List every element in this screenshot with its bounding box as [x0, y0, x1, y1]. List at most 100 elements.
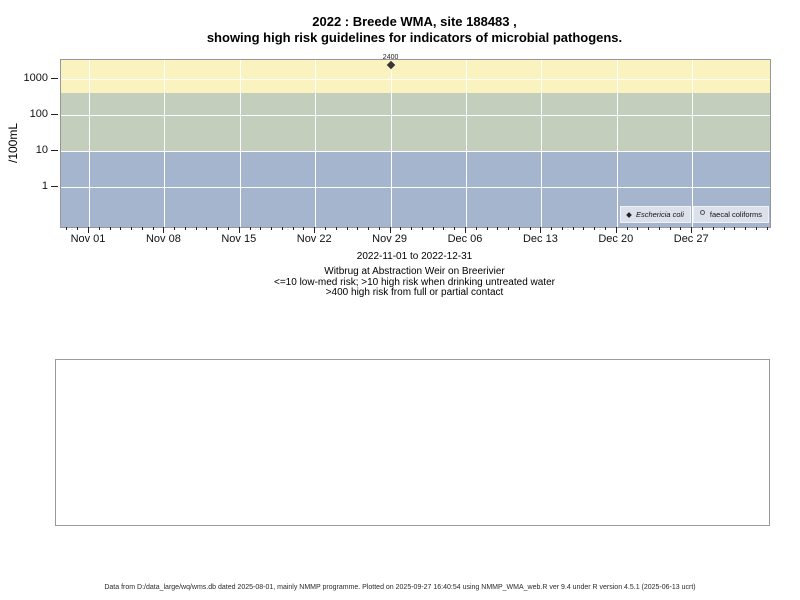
legend-item-ecoli: Eschericia coli	[619, 206, 691, 223]
empty-second-panel	[55, 359, 770, 526]
x-tick-minor	[324, 227, 326, 230]
x-tick-major	[465, 227, 466, 233]
x-tick-minor	[669, 227, 671, 230]
subtitle-date-range: 2022-11-01 to 2022-12-31	[356, 251, 473, 262]
x-tick-minor	[120, 227, 122, 230]
x-tick-label: Nov 01	[70, 233, 106, 245]
footer-provenance-text: Data from D:/data_large/wq/wms.db dated …	[104, 584, 696, 591]
x-tick-minor	[335, 227, 337, 230]
x-tick-minor	[626, 227, 628, 230]
filled-diamond-icon	[626, 211, 632, 218]
x-tick-minor	[594, 227, 596, 230]
x-tick-label: Nov 29	[372, 233, 408, 245]
y-tick-label: 10	[35, 144, 48, 156]
x-tick-minor	[508, 227, 510, 230]
x-tick-minor	[281, 227, 283, 230]
x-tick-label: Dec 13	[522, 233, 558, 245]
x-tick-minor	[303, 227, 305, 230]
x-tick-minor	[131, 227, 133, 230]
x-tick-minor	[680, 227, 682, 230]
x-tick-label: Dec 06	[447, 233, 483, 245]
x-tick-minor	[701, 227, 703, 230]
x-gridline	[616, 60, 618, 227]
x-tick-major	[691, 227, 693, 233]
x-tick-minor	[346, 227, 348, 230]
x-tick-minor	[411, 227, 413, 230]
x-tick-minor	[217, 227, 219, 230]
x-tick-minor	[755, 227, 757, 230]
y-tick-mark	[51, 150, 58, 151]
x-tick-minor	[648, 227, 650, 230]
x-tick-minor	[378, 227, 380, 230]
x-tick-minor	[723, 227, 725, 230]
x-gridline	[239, 60, 241, 227]
x-tick-major	[615, 227, 617, 233]
x-tick-major	[238, 227, 240, 233]
x-tick-minor	[712, 227, 714, 230]
x-tick-minor	[195, 227, 197, 230]
x-tick-minor	[260, 227, 262, 230]
x-tick-minor	[637, 227, 639, 230]
x-tick-minor	[745, 227, 747, 230]
x-tick-minor	[561, 227, 563, 230]
chart-legend: Eschericia coli faecal coliforms	[619, 206, 769, 223]
x-tick-major	[540, 227, 542, 233]
y-tick-label: 1000	[23, 72, 48, 84]
data-point-value-label: 2400	[382, 54, 399, 62]
x-tick-label: Dec 27	[673, 233, 709, 245]
x-tick-minor	[551, 227, 553, 230]
x-tick-label: Nov 08	[145, 233, 181, 245]
y-gridline	[61, 187, 770, 188]
x-tick-minor	[432, 227, 434, 230]
x-tick-minor	[77, 227, 79, 230]
x-tick-minor	[443, 227, 445, 230]
x-gridline	[541, 60, 543, 227]
risk-band-high-risk-drinking-untreated-water	[61, 93, 770, 151]
x-tick-minor	[454, 227, 456, 230]
chart-title: 2022 : Breede WMA, site 188483 , showing…	[60, 14, 769, 46]
x-tick-minor	[518, 227, 520, 230]
x-tick-minor	[184, 227, 186, 230]
y-tick-label: 100	[29, 108, 48, 120]
open-circle-icon	[699, 210, 705, 215]
x-tick-minor	[292, 227, 294, 230]
x-tick-minor	[529, 227, 531, 230]
y-tick-mark	[51, 186, 58, 187]
x-gridline	[692, 60, 694, 227]
x-gridline	[164, 60, 166, 227]
legend-item-faecal-coliforms: faecal coliforms	[692, 206, 769, 223]
x-tick-minor	[421, 227, 423, 230]
risk-band-high-risk-full-or-partial-contact	[61, 60, 770, 94]
x-gridline	[466, 60, 467, 227]
chart-title-line2: showing high risk guidelines for indicat…	[206, 30, 623, 45]
x-tick-minor	[141, 227, 143, 230]
x-tick-minor	[400, 227, 402, 230]
y-gridline	[61, 79, 770, 80]
x-tick-minor	[152, 227, 154, 230]
x-tick-label: Dec 20	[598, 233, 634, 245]
subtitle-site-name: Witbrug at Abstraction Weir on Breerivie…	[324, 266, 505, 277]
x-tick-major	[314, 227, 316, 233]
x-tick-minor	[66, 227, 68, 230]
chart-title-line1: 2022 : Breede WMA, site 188483 ,	[312, 14, 517, 29]
plot-area: Eschericia coli faecal coliforms 2400	[60, 54, 771, 228]
y-tick-mark	[51, 78, 58, 79]
subtitle-risk-note-2: >400 high risk from full or partial cont…	[325, 287, 504, 298]
x-tick-minor	[109, 227, 111, 230]
x-tick-major	[88, 227, 89, 233]
x-tick-label: Nov 22	[296, 233, 332, 245]
y-tick-mark	[51, 114, 58, 115]
x-gridline	[315, 60, 317, 227]
x-tick-major	[163, 227, 165, 233]
x-gridline	[390, 60, 392, 227]
y-tick-label: 1	[41, 180, 48, 192]
x-tick-minor	[734, 227, 736, 230]
x-tick-minor	[497, 227, 499, 230]
x-tick-minor	[357, 227, 359, 230]
y-gridline	[61, 151, 770, 152]
legend-label-ecoli: Eschericia coli	[635, 210, 684, 219]
x-tick-minor	[486, 227, 488, 230]
x-tick-minor	[572, 227, 574, 230]
x-tick-minor	[583, 227, 585, 230]
